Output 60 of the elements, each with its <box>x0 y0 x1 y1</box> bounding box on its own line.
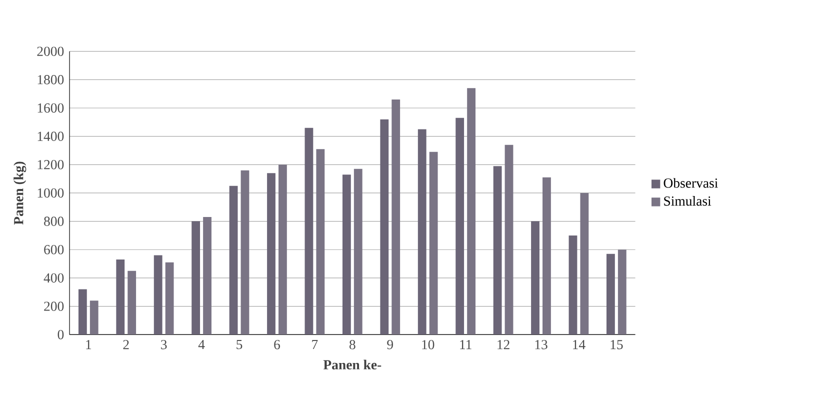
bar <box>354 168 362 334</box>
y-axis-title: Panen (kg) <box>14 161 26 224</box>
bar <box>531 221 540 334</box>
y-tick-label: 1600 <box>38 103 64 112</box>
bar <box>304 128 314 334</box>
y-tick-label: 800 <box>44 216 64 226</box>
x-tick-label: 10 <box>422 340 434 350</box>
x-tick-label: 9 <box>387 340 393 350</box>
bar <box>192 221 200 334</box>
legend-label: Simulasi <box>664 196 712 206</box>
x-tick-label: 5 <box>236 340 242 349</box>
x-axis-title: Panen ke- <box>323 360 382 370</box>
y-tick-label: 1800 <box>38 74 64 84</box>
x-tick-label: 12 <box>498 340 510 349</box>
bar <box>456 118 464 334</box>
legend-label: Observasi <box>664 178 718 188</box>
y-tick-label: 400 <box>44 273 64 282</box>
x-tick-label: 1 <box>86 340 92 349</box>
x-tick-label: 7 <box>312 340 318 349</box>
x-tick-label: 4 <box>198 340 205 349</box>
bar <box>418 129 426 334</box>
bar <box>380 119 389 334</box>
y-tick-label: 600 <box>44 244 64 254</box>
bar <box>429 152 438 334</box>
bar <box>267 172 276 334</box>
bar <box>128 270 136 334</box>
y-tick-label: 2000 <box>37 46 64 56</box>
y-tick-label: 0 <box>58 330 64 340</box>
x-tick-label: 14 <box>573 340 586 349</box>
bar <box>618 249 626 334</box>
y-tick-label: 1400 <box>38 131 64 141</box>
bar <box>116 259 125 334</box>
bar <box>90 300 98 334</box>
x-tick-label: 15 <box>610 340 623 350</box>
bar <box>203 216 212 334</box>
bar <box>165 262 174 334</box>
y-tick-label: 200 <box>44 301 64 311</box>
x-tick-label: 8 <box>350 340 356 350</box>
bar <box>580 192 589 334</box>
bar <box>467 88 476 334</box>
bar <box>504 144 514 334</box>
x-tick-label: 6 <box>274 340 280 350</box>
bar <box>154 255 162 334</box>
bar <box>493 166 502 334</box>
y-tick-label: 1200 <box>38 160 64 170</box>
bar <box>342 174 351 334</box>
bar <box>542 177 551 334</box>
bar <box>392 99 400 334</box>
x-tick-label: 13 <box>535 340 548 350</box>
bar <box>316 148 325 334</box>
bar <box>568 235 578 334</box>
x-tick-label: 2 <box>123 340 129 349</box>
bar <box>278 164 287 334</box>
bar <box>229 186 238 334</box>
bar <box>78 289 87 334</box>
bar <box>606 254 615 334</box>
x-tick-label: 3 <box>161 340 167 350</box>
y-tick-label: 1000 <box>38 188 64 198</box>
x-tick-label: 11 <box>460 340 472 349</box>
bar <box>240 170 250 334</box>
